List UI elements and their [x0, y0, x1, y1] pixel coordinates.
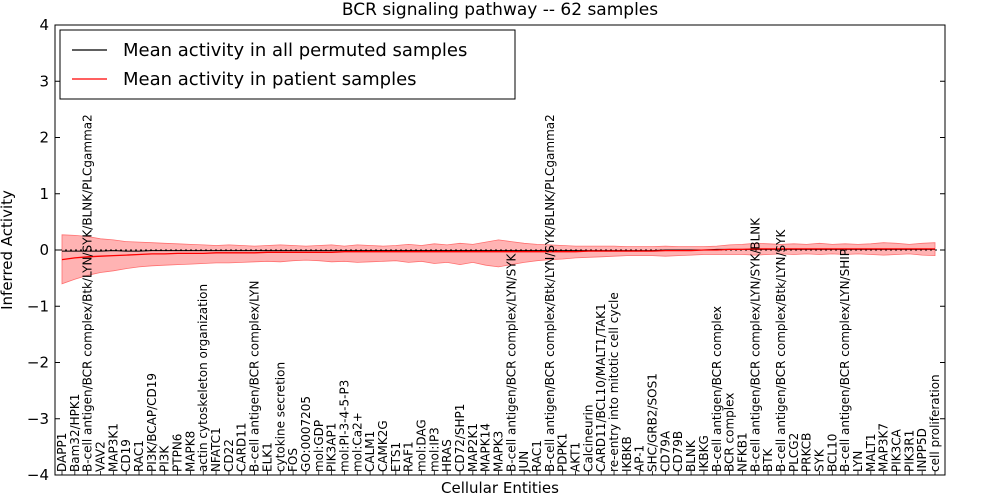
x-tick-label: MAP3K7: [877, 423, 891, 472]
y-tick-label: −4: [27, 466, 49, 484]
x-tick-label: Bam32/HPK1: [68, 394, 82, 472]
x-tick-label: PIK3AP1: [325, 423, 339, 472]
x-tick-label: NFKB1: [735, 432, 749, 472]
x-tick-label: PI3K/BCAP/CD19: [145, 373, 159, 472]
x-tick-label: MAP3K1: [106, 423, 120, 472]
x-tick-label: HRAS: [440, 439, 454, 472]
x-tick-label: re-entry into mitotic cell cycle: [607, 292, 621, 472]
legend-label-patient: Mean activity in patient samples: [123, 69, 417, 90]
x-tick-label: MALT1: [864, 433, 878, 472]
x-tick-label: RAC1: [530, 440, 544, 472]
x-tick-label: mol:Ca2+: [350, 412, 364, 472]
x-tick-label: SHC/GRB2/SOS1: [646, 373, 660, 472]
patient-mean-line: [61, 248, 935, 261]
x-tick-label: IKBKG: [697, 435, 711, 472]
x-tick-label: MAP2K1: [466, 423, 480, 472]
x-tick-label: mol:GDP: [312, 420, 326, 472]
x-tick-label: BCL10: [825, 434, 839, 472]
x-tick-label: B-cell antigen/BCR complex/Btk/LYN/SYK/B…: [543, 114, 557, 472]
x-tick-label: mol:IP3: [427, 427, 441, 472]
x-tick-label: CALM1: [363, 431, 377, 472]
x-tick-label: DAPP1: [55, 433, 69, 472]
x-tick-label: FOS: [286, 448, 300, 472]
legend-label-permuted: Mean activity in all permuted samples: [123, 40, 467, 61]
legend-box: [59, 29, 516, 100]
x-axis-label: Cellular Entities: [441, 479, 559, 497]
x-tick-label: PLCG2: [787, 433, 801, 472]
x-tick-label: B-cell antigen/BCR complex/LYN/SYK: [504, 252, 518, 472]
x-tick-label: CD79A: [658, 430, 672, 472]
x-tick-label: cytokine secretion: [273, 362, 287, 472]
x-tick-label: PI3K: [158, 445, 172, 472]
x-tick-label: BTK: [761, 447, 775, 472]
x-tick-label: CD72/SHP1: [453, 404, 467, 472]
legend: Mean activity in all permuted samples Me…: [59, 29, 516, 100]
x-tick-label: VAV2: [94, 441, 108, 472]
x-tick-label: mol:PI-3-4-5-P3: [337, 380, 351, 472]
x-tick-label: Calcineurin: [581, 405, 595, 472]
x-tick-label: B-cell antigen/BCR complex/LYN/SHIP: [838, 249, 852, 472]
x-tick-label: RAC1: [132, 440, 146, 472]
x-tick-label: B-cell antigen/BCR complex/Btk/LYN/SYK/B…: [81, 114, 95, 472]
x-tick-label: CD19: [119, 439, 133, 472]
x-tick-label: LYN: [851, 451, 865, 472]
x-tick-label: ETS1: [389, 442, 403, 472]
x-tick-label: B-cell antigen/BCR complex: [710, 306, 724, 472]
x-tick-label: AKT1: [569, 442, 583, 472]
y-tick-label: −1: [27, 297, 49, 315]
x-tick-label: PDPK1: [556, 433, 570, 472]
x-tick-label: PIK3R1: [902, 430, 916, 472]
x-tick-label: ELK1: [260, 442, 274, 472]
x-tick-label: JUN: [517, 451, 531, 473]
x-tick-label: AP-1: [633, 445, 647, 472]
x-tick-label: GO:0007205: [299, 396, 313, 472]
x-tick-label: CD22: [222, 439, 236, 472]
y-axis-label: Inferred Activity: [0, 190, 16, 310]
x-tick-label: NFATC1: [209, 427, 223, 472]
x-tick-label: B-cell antigen/BCR complex/LYN/SYK/BLNK: [748, 217, 762, 472]
x-tick-label: B-cell antigen/BCR complex/LYN: [248, 280, 262, 472]
x-tick-label: CD79B: [671, 431, 685, 472]
x-tick-label: CARD11/BCL10/MALT1/TAK1: [594, 303, 608, 472]
x-tick-label: RAF1: [402, 441, 416, 472]
x-tick-label: CARD11: [235, 423, 249, 472]
x-tick-label: PRKCB: [800, 433, 814, 472]
x-tick-label: CAMK2G: [376, 420, 390, 472]
y-tick-label: −3: [27, 410, 49, 428]
x-tick-label: SYK: [813, 448, 827, 472]
x-tick-label: actin cytoskeleton organization: [196, 284, 210, 472]
x-tick-label: cell proliferation: [928, 374, 942, 472]
x-tick-label: mol:DAG: [415, 419, 429, 472]
x-tick-label: BCR complex: [723, 393, 737, 472]
chart-title: BCR signaling pathway -- 62 samples: [342, 0, 658, 20]
x-tick-label: INPP5D: [915, 428, 929, 472]
x-tick-label: IKBKB: [620, 436, 634, 472]
y-tick-label: 0: [39, 241, 49, 259]
x-tick-label: BLNK: [684, 439, 698, 472]
x-tick-label: B-cell antigen/BCR complex/Btk/LYN/SYK: [774, 229, 788, 472]
y-tick-label: 1: [39, 185, 49, 203]
y-tick-label: −2: [27, 354, 49, 372]
x-tick-label: MAPK14: [479, 423, 493, 472]
x-tick-label: PIK3CA: [890, 428, 904, 472]
y-tick-label: 4: [39, 16, 49, 34]
x-tick-label: MAPK3: [492, 431, 506, 472]
x-tick-label: PTPN6: [171, 434, 185, 472]
y-tick-label: 3: [39, 72, 49, 90]
y-tick-label: 2: [39, 129, 49, 147]
x-tick-label: MAPK8: [183, 431, 197, 472]
patient-activity-band: [61, 234, 936, 285]
